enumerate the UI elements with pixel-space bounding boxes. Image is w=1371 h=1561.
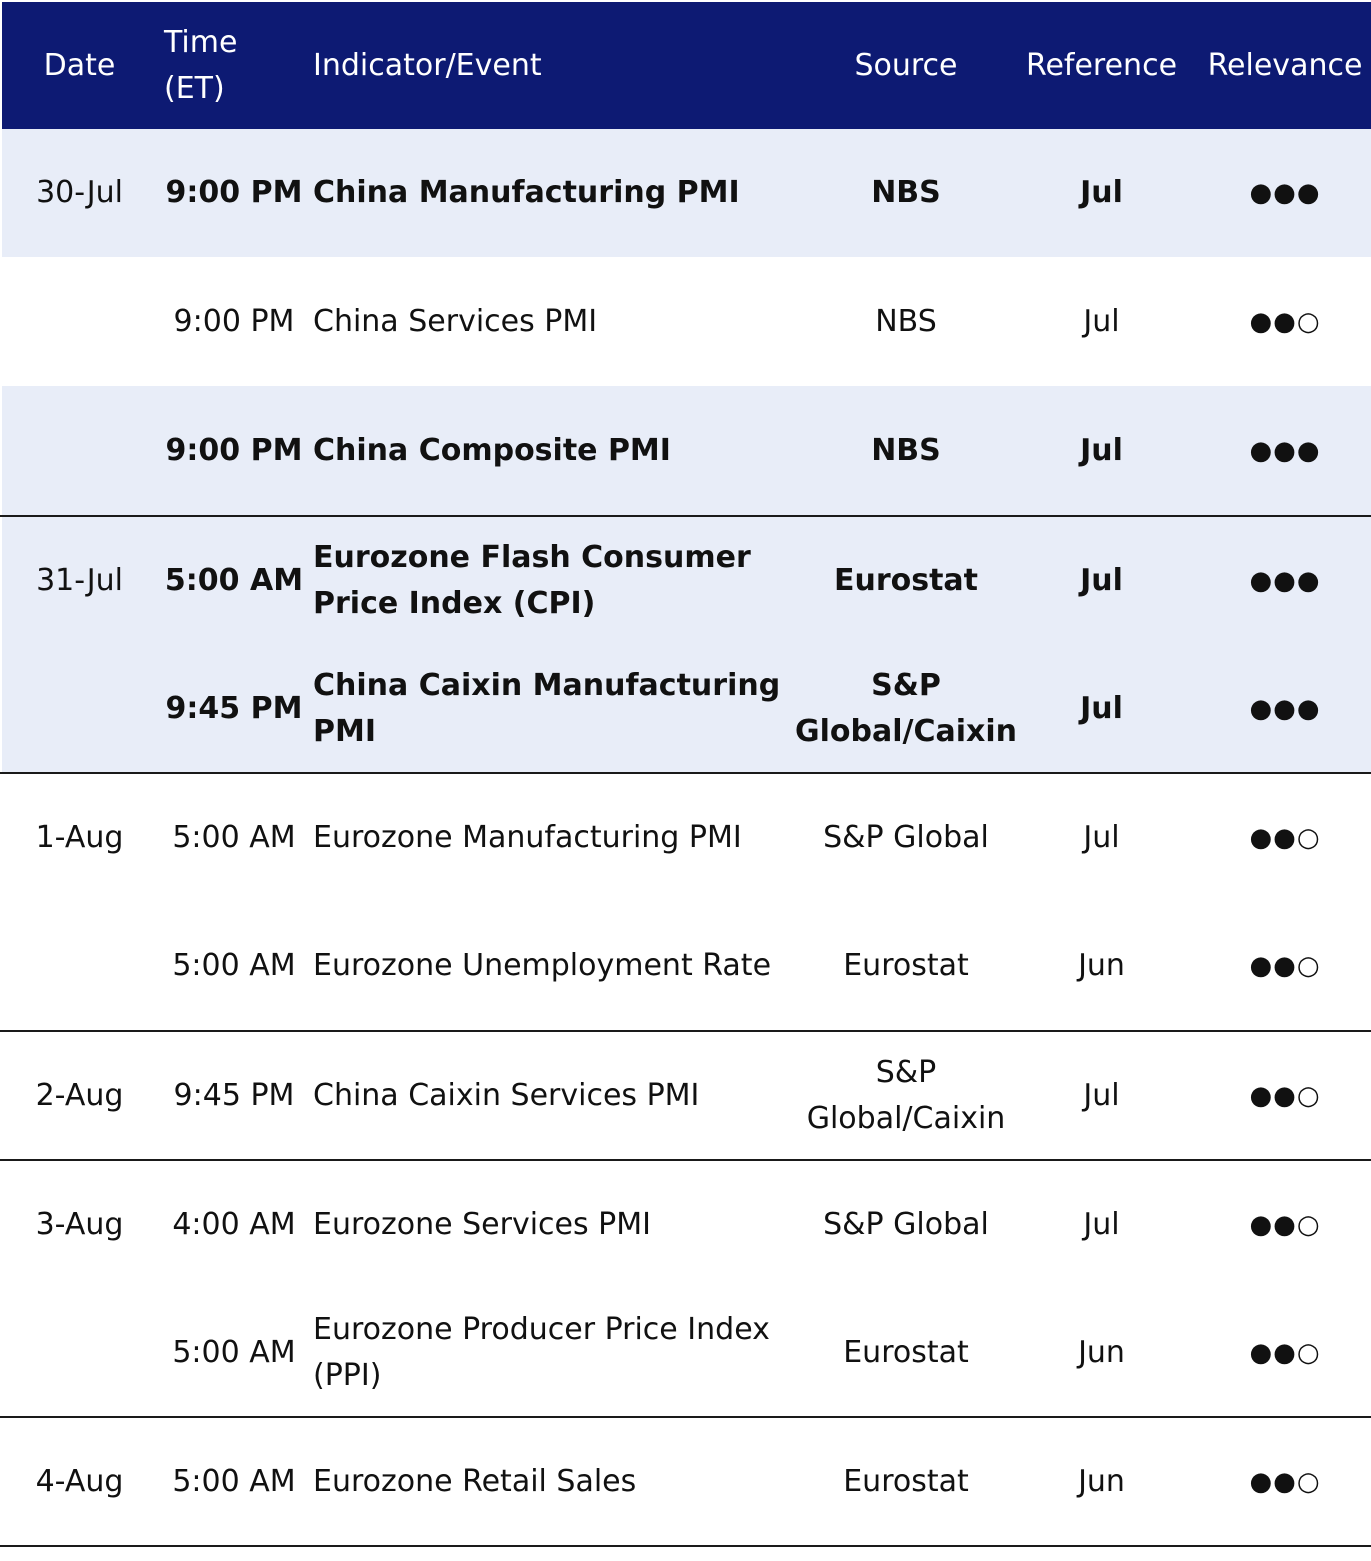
row-source: NBS <box>875 303 937 339</box>
table-row: 5:00 AM Eurozone Producer Price Index (P… <box>2 1289 1371 1416</box>
section-divider <box>0 1416 1371 1418</box>
column-header-event: Indicator/Event <box>313 47 542 83</box>
row-time: 9:00 PM <box>165 432 303 468</box>
row-source: S&P Global <box>823 1207 989 1242</box>
row-reference: Jul <box>1083 303 1120 339</box>
section-divider <box>0 1159 1371 1161</box>
row-event: China Caixin Services PMI <box>313 1077 700 1113</box>
row-reference: Jul <box>1080 432 1123 468</box>
row-reference: Jul <box>1083 1207 1120 1242</box>
row-date: 3-Aug <box>35 1207 124 1242</box>
row-time: 9:45 PM <box>165 690 303 726</box>
row-source: Eurostat <box>843 948 969 983</box>
row-event: Eurozone Manufacturing PMI <box>313 820 742 855</box>
row-event: Eurozone Services PMI <box>313 1207 651 1242</box>
table-row: 31-Jul 5:00 AM Eurozone Flash Consumer P… <box>2 517 1371 645</box>
section-divider <box>0 515 1371 517</box>
row-relevance: ●●○ <box>1249 1466 1321 1497</box>
row-relevance: ●●● <box>1249 566 1321 596</box>
row-event: China Caixin Manufacturing PMI <box>313 667 781 749</box>
row-date <box>2 645 157 772</box>
row-relevance: ●●● <box>1249 693 1321 724</box>
row-relevance: ●●● <box>1249 178 1321 208</box>
row-reference: Jun <box>1078 1334 1125 1370</box>
row-reference: Jun <box>1078 948 1125 983</box>
table-row: 9:00 PM China Composite PMI NBS Jul ●●● <box>2 386 1371 515</box>
row-relevance: ●●○ <box>1249 1337 1321 1368</box>
table-row: 9:00 PM China Services PMI NBS Jul ●●○ <box>2 257 1371 386</box>
column-header-source: Source <box>854 47 958 83</box>
row-source: S&P Global/Caixin <box>806 1054 1006 1136</box>
row-reference: Jul <box>1080 690 1123 726</box>
row-source: Eurostat <box>843 1334 969 1370</box>
table-row: 30-Jul 9:00 PM China Manufacturing PMI N… <box>2 129 1371 257</box>
row-event: China Composite PMI <box>313 432 671 468</box>
row-date <box>2 1289 157 1416</box>
table-row: 3-Aug 4:00 AM Eurozone Services PMI S&P … <box>2 1161 1371 1289</box>
row-date <box>2 386 157 515</box>
row-reference: Jul <box>1080 175 1123 210</box>
row-relevance: ●●○ <box>1249 1080 1321 1111</box>
table-row: 4-Aug 5:00 AM Eurozone Retail Sales Euro… <box>2 1418 1371 1545</box>
row-reference: Jul <box>1080 563 1123 598</box>
row-event: China Services PMI <box>313 303 598 339</box>
table-row: 1-Aug 5:00 AM Eurozone Manufacturing PMI… <box>2 774 1371 902</box>
section-divider <box>0 1030 1371 1032</box>
row-source: Eurostat <box>833 563 979 598</box>
row-date: 31-Jul <box>36 563 123 598</box>
table-row: 5:00 AM Eurozone Unemployment Rate Euros… <box>2 902 1371 1030</box>
row-time: 4:00 AM <box>172 1207 296 1242</box>
row-event: Eurozone Unemployment Rate <box>313 948 772 983</box>
row-source: Eurostat <box>843 1463 969 1499</box>
section-divider <box>0 772 1371 774</box>
row-source: NBS <box>871 175 941 210</box>
row-time: 9:00 PM <box>165 175 303 210</box>
row-time: 5:00 AM <box>164 563 304 598</box>
row-time: 9:45 PM <box>173 1077 295 1113</box>
row-date: 1-Aug <box>35 820 124 855</box>
row-reference: Jul <box>1083 820 1120 855</box>
row-date <box>2 902 157 1030</box>
table-row: 2-Aug 9:45 PM China Caixin Services PMI … <box>2 1032 1371 1159</box>
row-source: S&P Global/Caixin <box>795 667 1018 749</box>
table-header: Date Time (ET) Indicator/Event Source Re… <box>2 2 1371 129</box>
row-time: 5:00 AM <box>172 948 296 983</box>
row-source: NBS <box>871 432 941 468</box>
row-date: 30-Jul <box>36 175 123 210</box>
row-date: 2-Aug <box>35 1077 124 1113</box>
row-relevance: ●●○ <box>1249 306 1321 337</box>
row-time: 5:00 AM <box>172 1334 296 1370</box>
row-relevance: ●●○ <box>1249 1210 1321 1240</box>
row-relevance: ●●○ <box>1249 823 1321 853</box>
section-divider <box>0 1545 1371 1547</box>
row-time: 5:00 AM <box>172 1463 296 1499</box>
row-source: S&P Global <box>823 820 989 855</box>
row-event: Eurozone Producer Price Index (PPI) <box>313 1311 770 1393</box>
column-header-time: Time (ET) <box>164 24 238 106</box>
row-reference: Jul <box>1083 1077 1120 1113</box>
row-date <box>2 257 157 386</box>
row-time: 9:00 PM <box>173 303 295 339</box>
row-reference: Jun <box>1078 1463 1125 1499</box>
row-event: China Manufacturing PMI <box>313 175 740 210</box>
column-header-date: Date <box>43 47 116 83</box>
row-relevance: ●●○ <box>1249 951 1321 981</box>
row-event: Eurozone Retail Sales <box>313 1463 637 1499</box>
column-header-reference: Reference <box>1025 47 1178 83</box>
row-date: 4-Aug <box>35 1463 124 1499</box>
table-row: 9:45 PM China Caixin Manufacturing PMI S… <box>2 645 1371 772</box>
row-relevance: ●●● <box>1249 435 1321 466</box>
row-time: 5:00 AM <box>172 820 296 855</box>
column-header-relevance: Relevance <box>1207 47 1363 83</box>
row-event: Eurozone Flash Consumer Price Index (CPI… <box>313 540 751 621</box>
